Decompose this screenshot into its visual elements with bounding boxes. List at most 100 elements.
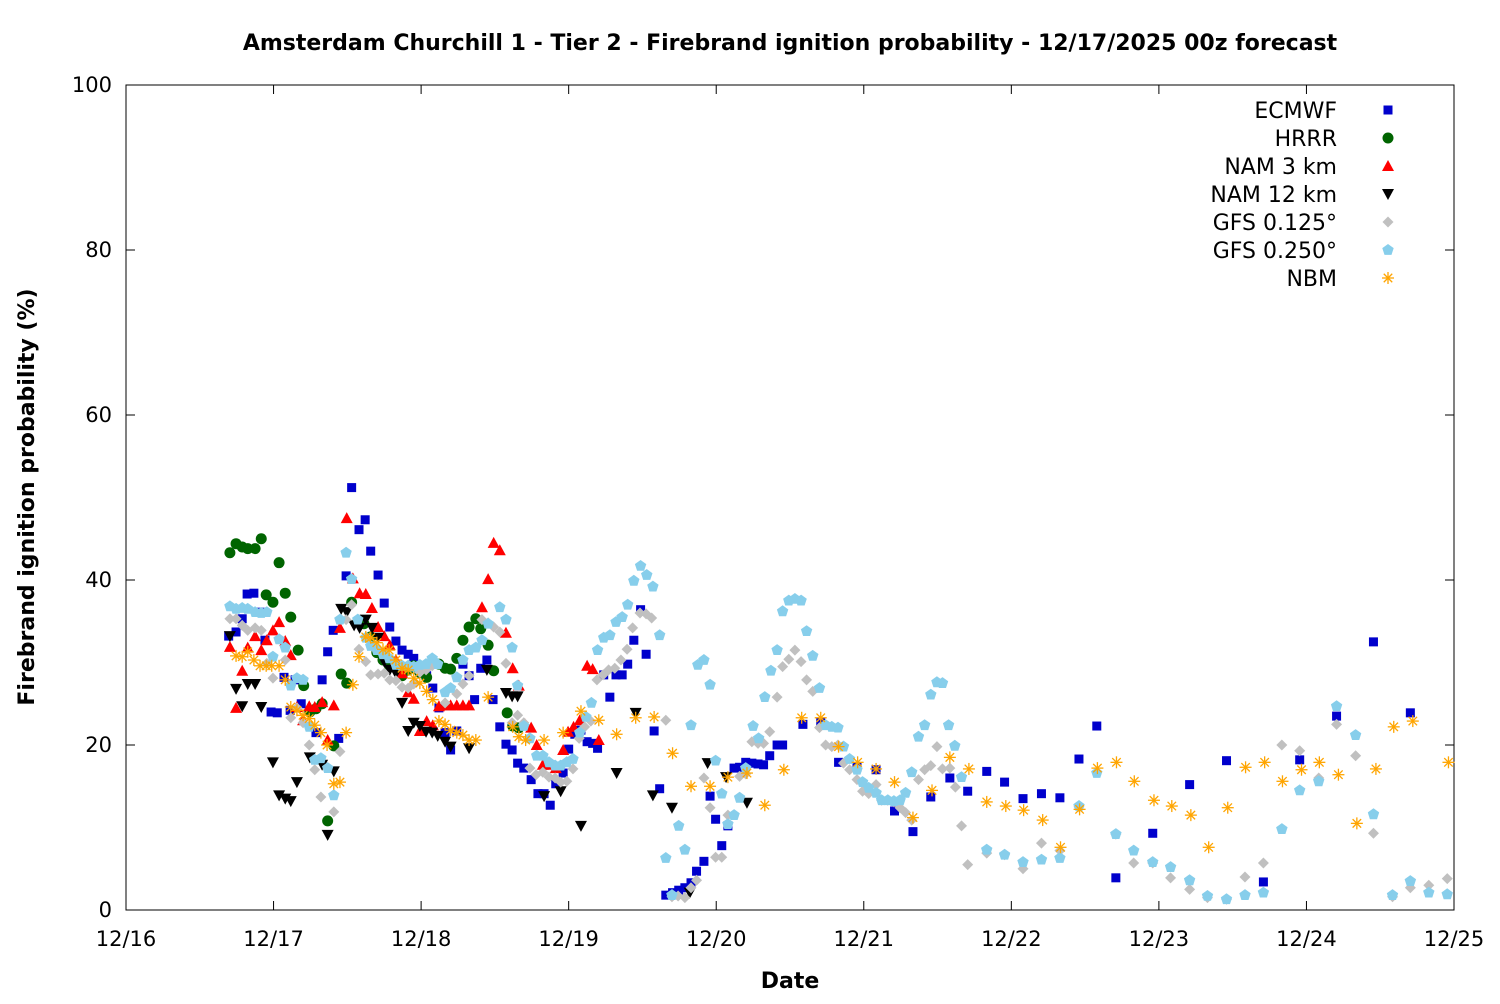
data-point-gfs-0-250 (261, 606, 273, 617)
data-point-gfs-0-250 (1386, 889, 1399, 900)
y-tick-label: 100 (72, 73, 112, 97)
data-point-nam-3-km (475, 601, 488, 613)
data-point-gfs-0-250 (1441, 888, 1453, 900)
axes: 12/16 12/17 12/18 12/19 12/20 12/21 12/22 12/23… (72, 73, 1484, 951)
data-point-nam-12-km (402, 725, 415, 737)
data-point-gfs-0-250 (647, 580, 659, 592)
data-point-nam-3-km (557, 743, 570, 755)
data-point-nbm (1369, 762, 1382, 775)
data-point-ecmwf (476, 663, 486, 673)
plot-frame (125, 84, 1455, 911)
data-point-nbm (795, 711, 808, 724)
data-point-gfs-0-250 (654, 629, 666, 641)
x-tick-label: 12/23 (1129, 927, 1190, 951)
data-point-nam-12-km (266, 757, 279, 769)
data-point-gfs-0-125 (646, 612, 658, 624)
data-point-hrrr (255, 533, 267, 545)
data-point-gfs-0-125 (285, 712, 297, 724)
data-point-nam-12-km (255, 702, 268, 714)
data-point-ecmwf (945, 773, 955, 783)
data-point-nbm (321, 739, 334, 751)
data-point-nam-12-km (463, 743, 476, 755)
data-point-nam-3-km (525, 721, 538, 733)
data-point-ecmwf (778, 740, 788, 750)
data-point-ecmwf (347, 483, 357, 493)
data-point-hrrr (475, 623, 487, 635)
data-point-gfs-0-125 (524, 762, 536, 774)
data-point-gfs-0-125 (1441, 873, 1453, 885)
data-point-gfs-0-125 (1239, 871, 1251, 883)
data-point-nbm (1350, 817, 1363, 830)
data-point-nbm (407, 672, 420, 685)
data-point-gfs-0-250 (352, 613, 364, 625)
x-tick-label: 12/17 (243, 927, 304, 951)
data-point-gfs-0-125 (1035, 837, 1047, 849)
data-point-nbm (943, 751, 956, 764)
data-point-gfs-0-250 (457, 654, 469, 665)
data-point-gfs-0-125 (609, 662, 621, 674)
data-point-hrrr (445, 663, 457, 675)
data-point-gfs-0-125 (315, 791, 327, 803)
legend-marker-hrrr (1382, 132, 1394, 144)
data-point-gfs-0-250 (476, 634, 488, 646)
data-point-hrrr (457, 634, 469, 646)
data-point-gfs-0-250 (1164, 861, 1177, 872)
data-point-nbm (1387, 720, 1400, 733)
x-tick-label: 12/21 (834, 927, 895, 951)
data-point-gfs-0-250 (451, 671, 463, 683)
data-point-gfs-0-250 (1110, 828, 1122, 839)
data-point-gfs-0-125 (615, 654, 627, 666)
data-point-ecmwf (1222, 756, 1232, 766)
data-point-nam-3-km (463, 699, 476, 711)
data-point-gfs-0-125 (685, 882, 697, 894)
data-point-gfs-0-125 (936, 763, 948, 775)
data-point-nbm (1313, 756, 1326, 769)
data-point-nbm (1258, 756, 1271, 769)
data-point-gfs-0-125 (716, 851, 728, 863)
data-point-gfs-0-250 (771, 644, 783, 655)
data-point-gfs-0-250 (1017, 856, 1029, 867)
data-point-gfs-0-250 (728, 809, 740, 820)
legend-marker-nam-3-km (1382, 160, 1394, 171)
x-axis-label: Date (761, 969, 820, 994)
data-point-ecmwf (611, 670, 621, 680)
data-point-gfs-0-125 (777, 661, 789, 673)
data-point-nbm (426, 693, 439, 706)
data-point-ecmwf (570, 729, 580, 739)
data-point-ecmwf (629, 635, 639, 645)
legend-marker-nbm (1382, 272, 1394, 284)
data-point-nbm (906, 811, 919, 824)
y-tick-label: 40 (85, 568, 112, 592)
data-point-nam-12-km (223, 631, 236, 643)
data-point-gfs-0-125 (962, 859, 974, 871)
data-point-ecmwf (926, 792, 936, 802)
data-point-nbm (273, 659, 286, 672)
data-point-ecmwf (765, 751, 775, 761)
data-point-nbm (538, 734, 551, 747)
y-tick-label: 20 (85, 733, 112, 757)
data-point-gfs-0-250 (315, 752, 327, 764)
data-point-gfs-0-125 (783, 653, 795, 665)
data-point-nam-12-km (321, 829, 334, 841)
data-point-nam-3-km (327, 699, 340, 711)
data-point-gfs-0-250 (765, 664, 777, 676)
data-point-nam-12-km (538, 791, 551, 803)
data-point-gfs-0-125 (537, 766, 549, 778)
data-point-nbm (980, 795, 993, 808)
data-point-gfs-0-125 (789, 644, 801, 656)
data-point-gfs-0-250 (1183, 874, 1196, 886)
data-point-gfs-0-250 (1147, 856, 1159, 867)
data-point-nbm (413, 677, 426, 690)
data-point-nam-12-km (273, 790, 286, 802)
data-point-gfs-0-250 (949, 739, 961, 751)
data-point-gfs-0-250 (698, 654, 710, 665)
data-point-ecmwf (354, 525, 364, 535)
data-point-nam-3-km (340, 512, 353, 524)
data-point-gfs-0-125 (309, 764, 321, 776)
data-point-ecmwf (908, 827, 918, 837)
data-point-ecmwf (296, 699, 306, 709)
data-point-gfs-0-250 (704, 678, 716, 690)
data-point-nbm (1128, 775, 1141, 788)
data-point-ecmwf (1258, 877, 1268, 887)
data-point-nam-3-km (333, 621, 346, 633)
